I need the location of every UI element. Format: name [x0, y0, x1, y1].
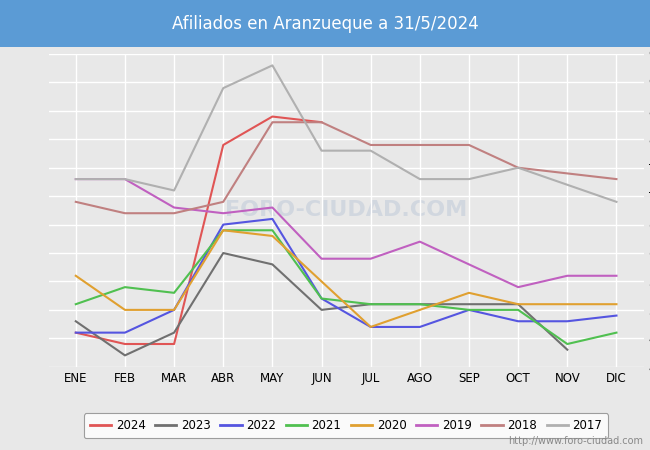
Text: Afiliados en Aranzueque a 31/5/2024: Afiliados en Aranzueque a 31/5/2024 [172, 14, 478, 33]
Text: FORO-CIUDAD.COM: FORO-CIUDAD.COM [225, 200, 467, 220]
Text: http://www.foro-ciudad.com: http://www.foro-ciudad.com [508, 436, 644, 446]
Legend: 2024, 2023, 2022, 2021, 2020, 2019, 2018, 2017: 2024, 2023, 2022, 2021, 2020, 2019, 2018… [84, 413, 608, 438]
